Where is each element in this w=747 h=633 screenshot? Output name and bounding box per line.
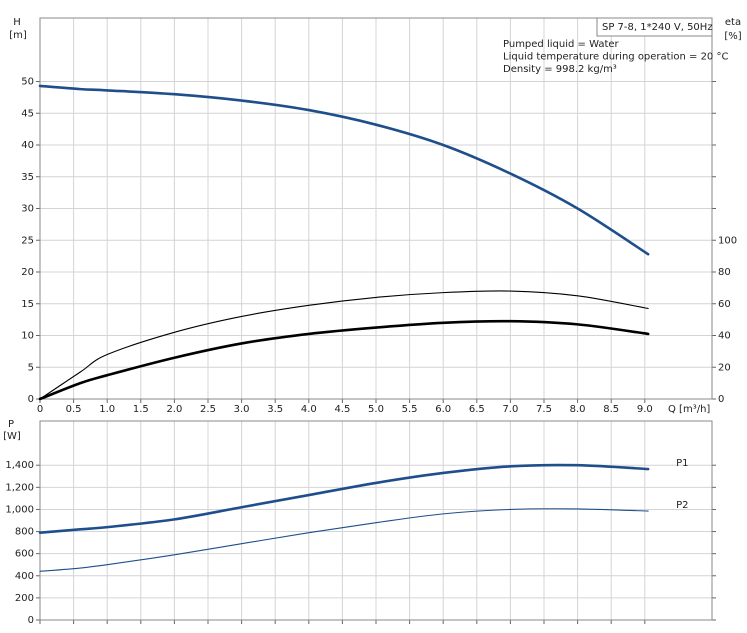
x-tick-label: 4.5 [334,404,350,415]
x-tick-label: 2.5 [200,404,216,415]
chart-title: SP 7-8, 1*240 V, 50Hz [602,22,713,33]
x-tick-label: 6.5 [469,404,485,415]
x-tick-label: 5.5 [402,404,418,415]
x-tick-label: 8.5 [603,404,619,415]
series-label: P1 [676,458,688,469]
y-tick-label: 0 [28,615,34,626]
plot-frame [39,17,713,400]
x-tick-label: 2.0 [166,404,182,415]
y-tick-label: 800 [15,527,34,538]
series-line [39,290,649,400]
y-tick-label: 1,400 [5,460,34,471]
x-tick-label: 5.0 [368,404,384,415]
y-axis-label: H [13,17,21,28]
y-tick-label: 50 [21,77,34,88]
series-line [38,84,650,256]
y-axis-unit: [m] [9,30,27,41]
y-tick-label: 10 [21,331,34,342]
y2-tick-label: 40 [718,331,731,342]
y2-tick-label: 0 [718,394,724,405]
y2-axis-label: eta [725,17,741,28]
x-axis-label: Q [m³/h] [668,404,710,415]
x-tick-label: 3.0 [234,404,250,415]
x-tick-label: 6.0 [435,404,451,415]
series-label: P2 [676,500,688,511]
x-tick-label: 7.5 [536,404,552,415]
plot-frame [39,420,713,621]
y-tick-label: 35 [21,172,34,183]
y-tick-label: 400 [15,571,34,582]
x-tick-label: 8.0 [570,404,586,415]
y2-tick-label: 60 [718,299,731,310]
x-tick-label: 7.0 [502,404,518,415]
chart-panel: 0 200 400 600 800 1,000 1,200 1,400 P1 P2 [5,420,716,626]
y-axis-unit: [W] [3,431,21,442]
y2-tick-label: 20 [718,362,731,373]
series-line [39,508,649,572]
y-tick-label: 1,000 [5,504,34,515]
x-tick-label: 4.0 [301,404,317,415]
x-tick-label: 1.5 [133,404,149,415]
y2-tick-label: 80 [718,267,731,278]
y2-axis-unit: [%] [724,31,741,42]
y-tick-label: 1,200 [5,482,34,493]
annotation: Liquid temperature during operation = 20… [503,52,728,63]
title-box [596,17,713,37]
y-tick-label: 0 [28,394,34,405]
y-tick-label: 25 [21,235,34,246]
x-tick-label: 9.0 [637,404,653,415]
x-tick-label: 3.5 [267,404,283,415]
y-tick-label: 45 [21,108,34,119]
chart-panel: 0 0.5 1.0 1.5 2.0 2.5 3.0 3.5 4.0 4.5 5.0 5.5 6.0 6.5… [21,17,737,415]
y2-tick-label: 100 [718,235,737,246]
series-line [38,463,650,534]
y-tick-label: 20 [21,267,34,278]
y-tick-label: 30 [21,204,34,215]
annotation: Density = 998.2 kg/m³ [503,64,617,75]
y-tick-label: 200 [15,593,34,604]
y-tick-label: 40 [21,140,34,151]
y-tick-label: 15 [21,299,34,310]
x-tick-label: 0 [37,404,43,415]
y-axis-label: P [8,419,14,430]
series-line [38,319,650,401]
y-tick-label: 5 [28,362,34,373]
y-tick-label: 600 [15,549,34,560]
x-tick-label: 1.0 [99,404,115,415]
x-tick-label: 0.5 [66,404,82,415]
annotation: Pumped liquid = Water [503,39,620,50]
